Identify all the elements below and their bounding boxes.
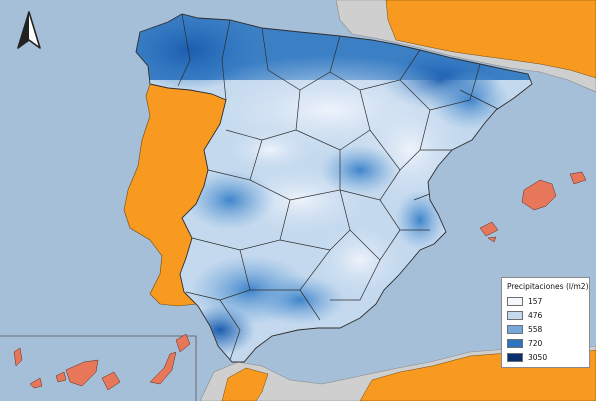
legend-label: 157 (528, 297, 543, 306)
legend-label: 3050 (528, 353, 548, 362)
spain-outline (135, 13, 533, 363)
legend-item: 476 (507, 310, 542, 321)
gran-canaria (101, 371, 121, 391)
tenerife (65, 359, 99, 387)
lanzarote (175, 333, 191, 353)
fuerteventura (149, 351, 177, 385)
legend-swatch (507, 353, 523, 362)
la-palma (13, 347, 23, 367)
morocco-highlight (221, 367, 269, 401)
legend-item: 558 (507, 324, 542, 335)
legend-swatch (507, 325, 523, 334)
la-gomera (55, 371, 67, 383)
formentera (487, 236, 497, 243)
legend-item: 3050 (507, 352, 547, 363)
legend: Precipitaciones (l/m2) 157 476 558 720 3… (501, 277, 590, 368)
ibiza (479, 221, 499, 237)
legend-item: 720 (507, 338, 542, 349)
legend-label: 720 (528, 339, 543, 348)
legend-item: 157 (507, 296, 542, 307)
legend-swatch (507, 339, 523, 348)
legend-title: Precipitaciones (l/m2) (507, 282, 589, 291)
mallorca (521, 179, 557, 211)
legend-swatch (507, 297, 523, 306)
canary-islands-inset (0, 333, 197, 401)
menorca (569, 171, 587, 185)
legend-label: 476 (528, 311, 543, 320)
legend-label: 558 (528, 325, 543, 334)
north-arrow-icon (17, 11, 41, 49)
france-highlight (385, 0, 596, 79)
province-borders (177, 14, 501, 361)
balearic-islands (479, 171, 587, 243)
legend-swatch (507, 311, 523, 320)
el-hierro (29, 377, 43, 389)
